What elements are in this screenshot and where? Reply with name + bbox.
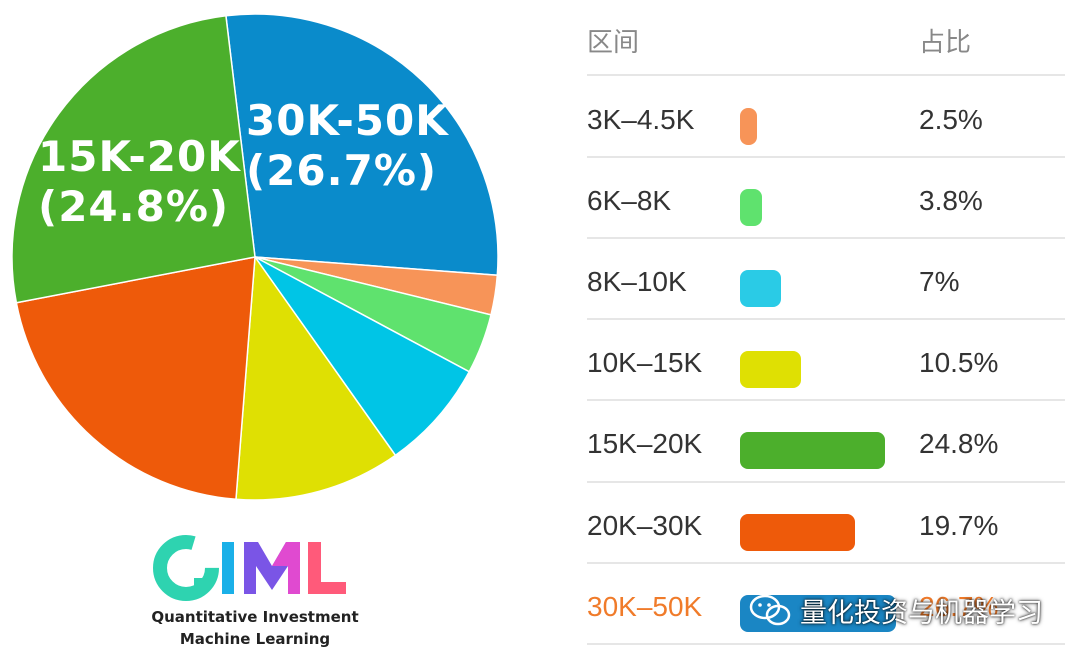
- row-share: 19.7%: [919, 510, 999, 541]
- divider: [587, 74, 1065, 76]
- row-share: 7%: [919, 266, 960, 297]
- row-range: 3K–4.5K: [587, 104, 695, 135]
- slice-label-15k-20k: 15K-20K (24.8%): [38, 132, 241, 231]
- row-bar: [740, 108, 757, 145]
- pie-slice-8k-10k: [254, 256, 471, 457]
- pie-slice-20k-30k: [15, 256, 256, 501]
- header-share: 占比: [919, 28, 972, 58]
- divider: [587, 318, 1065, 320]
- qiml-logo-mark: [153, 535, 346, 601]
- divider: [587, 237, 1065, 239]
- divider: [587, 562, 1065, 564]
- row-range: 30K–50K: [587, 591, 703, 622]
- divider: [587, 399, 1065, 401]
- salary-table: 区间 占比 3K–4.5K 2.5% 6K–8K 3.8% 8K–10K 7% …: [587, 0, 1067, 659]
- table-row: 3K–4.5K 2.5%: [587, 80, 1065, 161]
- row-bar: [740, 514, 856, 551]
- row-range: 10K–15K: [587, 347, 703, 378]
- watermark-text: 量化投资与机器学习: [800, 597, 1043, 629]
- row-bar: [740, 189, 763, 226]
- header-range: 区间: [587, 28, 640, 58]
- row-bar: [740, 351, 802, 388]
- qiml-logo: Quantitative Investment Machine Learning: [150, 530, 360, 655]
- divider: [587, 156, 1065, 158]
- pie-slice-10k-15k: [235, 254, 397, 501]
- wechat-icon: [749, 594, 791, 626]
- divider: [587, 643, 1065, 645]
- row-range: 20K–30K: [587, 510, 703, 541]
- table-row-highlighted: 30K–50K 26.7%: [587, 567, 1065, 648]
- table-row: 10K–15K 10.5%: [587, 323, 1065, 404]
- table-row: 20K–30K 19.7%: [587, 486, 1065, 567]
- slice-label-30k-50k: 30K-50K (26.7%): [246, 96, 449, 195]
- divider: [587, 481, 1065, 483]
- row-bar: [740, 432, 885, 469]
- pie-slice-15k-20k: [11, 14, 256, 304]
- row-range: 6K–8K: [587, 185, 672, 216]
- row-share: 24.8%: [919, 428, 999, 459]
- logo-tagline-line2: Machine Learning: [179, 630, 331, 648]
- table-row: 8K–10K 7%: [587, 242, 1065, 323]
- row-share: 26.7%: [919, 591, 999, 622]
- pie-chart: [11, 13, 499, 501]
- row-bar: [740, 270, 781, 307]
- row-share: 2.5%: [919, 104, 983, 135]
- row-share: 10.5%: [919, 347, 999, 378]
- table-row: 15K–20K 24.8%: [587, 404, 1065, 485]
- pie-slice-30k-50k: [225, 13, 499, 277]
- logo-tagline-line1: Quantitative Investment: [151, 608, 359, 626]
- row-range: 15K–20K: [587, 428, 703, 459]
- table-row: 6K–8K 3.8%: [587, 161, 1065, 242]
- row-range: 8K–10K: [587, 266, 687, 297]
- row-share: 3.8%: [919, 185, 983, 216]
- watermark: 量化投资与机器学习: [748, 588, 1043, 632]
